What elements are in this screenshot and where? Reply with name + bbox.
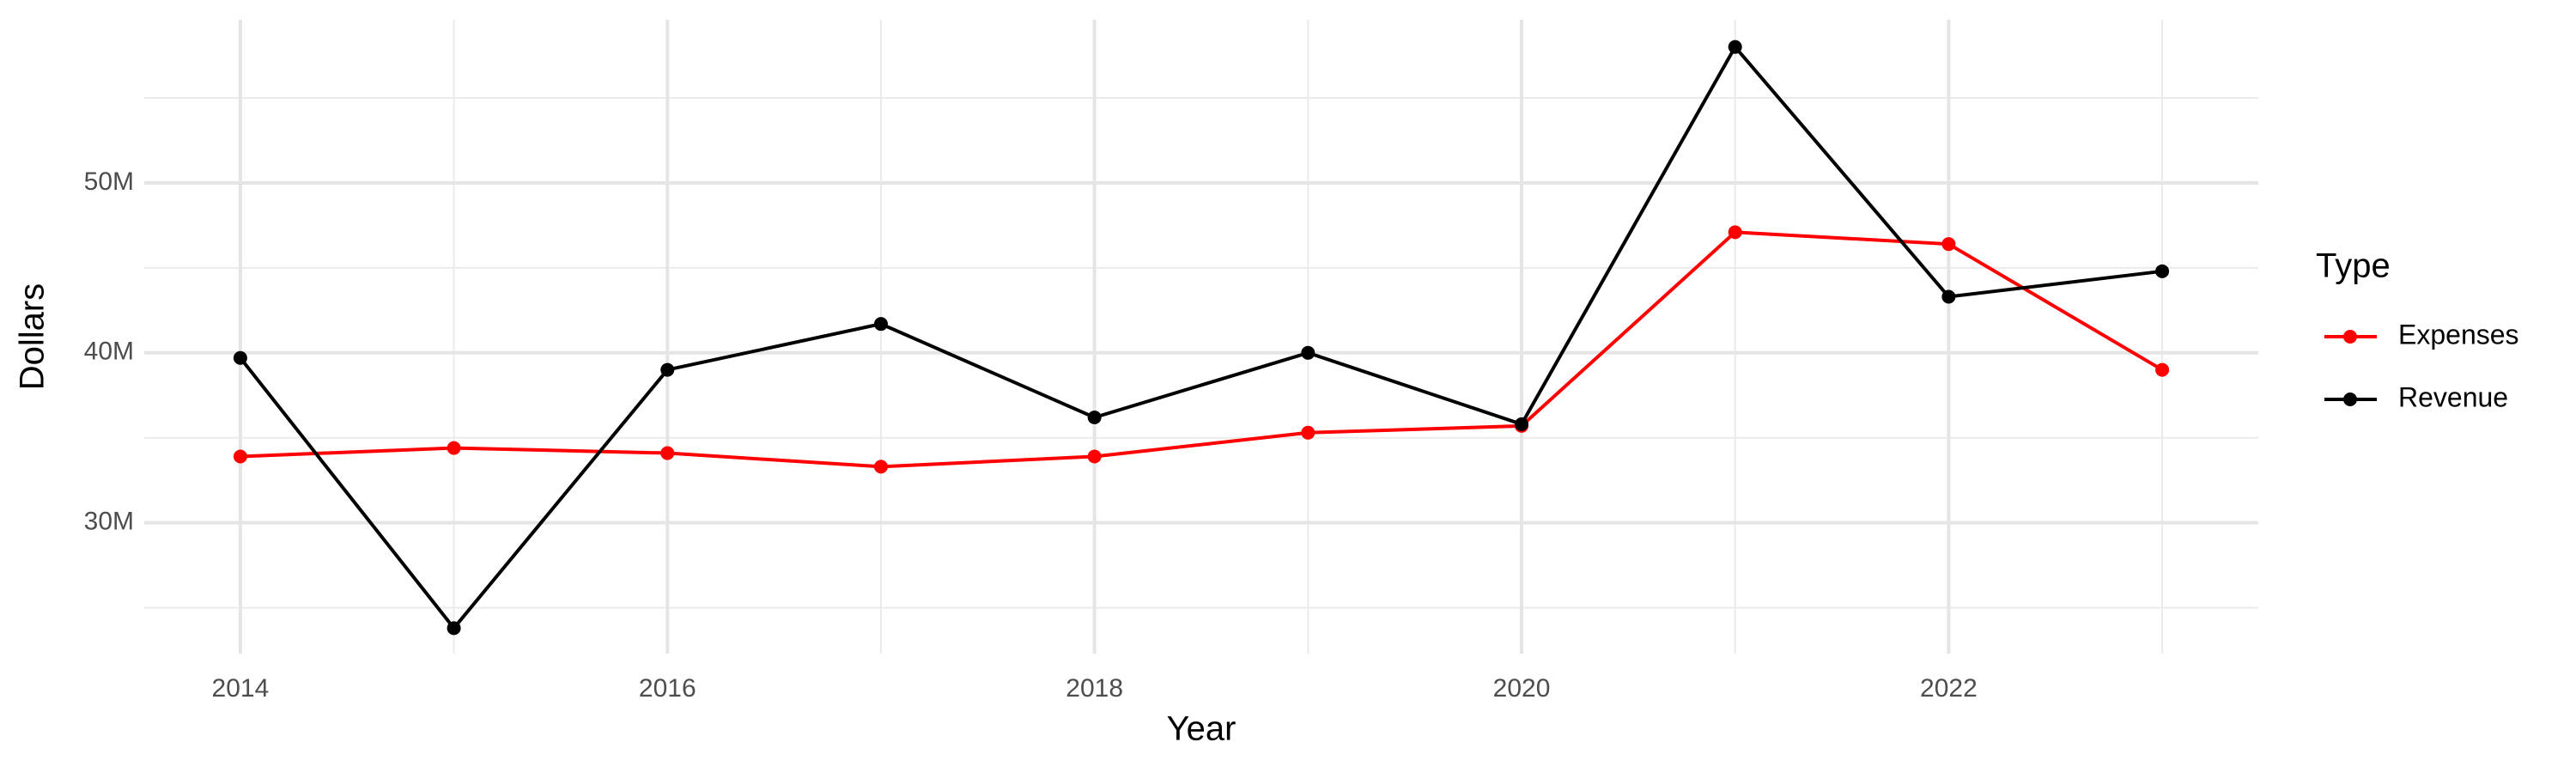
data-point bbox=[873, 317, 888, 332]
data-point bbox=[2155, 362, 2170, 377]
data-point bbox=[1301, 425, 1315, 440]
data-point bbox=[2155, 264, 2170, 278]
data-point bbox=[447, 441, 461, 455]
series-line bbox=[240, 230, 2164, 469]
data-point bbox=[1728, 40, 1742, 54]
data-point bbox=[1301, 345, 1315, 360]
x-tick-label: 2022 bbox=[1920, 674, 1978, 703]
legend-marker bbox=[2343, 330, 2357, 344]
legend-title: Type bbox=[2316, 247, 2391, 285]
y-tick-label: 30M bbox=[84, 508, 134, 536]
x-tick-label: 2014 bbox=[212, 674, 270, 703]
data-point bbox=[1515, 417, 1529, 431]
x-axis-title: Year bbox=[1167, 710, 1236, 748]
legend-marker bbox=[2343, 393, 2357, 406]
data-point bbox=[1728, 225, 1742, 240]
y-axis-title: Dollars bbox=[14, 283, 52, 390]
data-point bbox=[660, 446, 675, 460]
series-line bbox=[239, 44, 2163, 631]
x-tick-label: 2018 bbox=[1066, 674, 1123, 703]
y-tick-label: 40M bbox=[84, 338, 134, 366]
data-point bbox=[1087, 449, 1102, 464]
y-tick-label: 50M bbox=[84, 167, 134, 196]
x-tick-label: 2020 bbox=[1493, 674, 1551, 703]
data-point bbox=[233, 350, 247, 365]
data-point bbox=[660, 362, 675, 377]
data-point bbox=[1941, 237, 1956, 252]
legend-label: Revenue bbox=[2398, 381, 2508, 412]
data-point bbox=[447, 621, 461, 636]
x-tick-label: 2016 bbox=[639, 674, 696, 703]
data-point bbox=[233, 449, 247, 464]
data-point bbox=[1087, 410, 1102, 424]
data-point bbox=[1941, 289, 1956, 304]
legend-label: Expenses bbox=[2398, 319, 2519, 350]
data-point bbox=[873, 460, 888, 474]
